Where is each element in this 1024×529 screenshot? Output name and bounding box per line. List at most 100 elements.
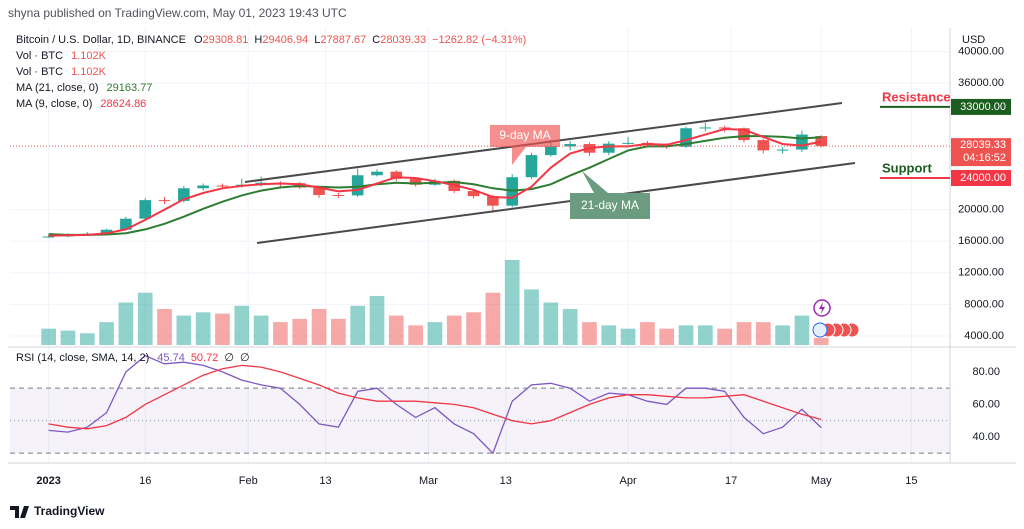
- x-tick-label: 13: [319, 475, 331, 487]
- channel-lower: [256, 162, 856, 244]
- candle-body: [100, 229, 113, 234]
- candle-body: [158, 200, 171, 202]
- open-value: 29308.81: [203, 34, 249, 46]
- rsi-line: [48, 364, 822, 430]
- volume-bar: [446, 315, 462, 345]
- x-tick-label: 13: [500, 475, 512, 487]
- event-icon-bolt: [819, 302, 825, 314]
- volume-value: 1.102K: [71, 66, 107, 78]
- candle-body: [390, 171, 403, 179]
- volume-bar: [717, 328, 732, 345]
- level-label: 33000.00: [960, 101, 1006, 113]
- y-tick-label: 36000.00: [958, 77, 1004, 89]
- legend-ma21: MA (21, close, 0) 29163.77: [16, 82, 152, 94]
- volume-bar: [292, 318, 308, 345]
- volume-bar: [234, 305, 250, 345]
- legend-main: Bitcoin / U.S. Dollar, 1D, BINANCE O29308…: [16, 34, 526, 46]
- rsi-tick-label: 60.00: [972, 398, 1000, 410]
- ohlc-label: O: [194, 34, 203, 46]
- rsi-band: [10, 387, 950, 454]
- x-tick-label: Mar: [419, 475, 438, 487]
- volume-bar: [775, 325, 790, 345]
- x-tick-label: 16: [139, 475, 151, 487]
- candle-body: [699, 127, 712, 129]
- callout-21ma: [570, 171, 650, 219]
- rsi-sma-value: 50.72: [191, 352, 219, 364]
- candle-body: [718, 127, 731, 129]
- footer-brand: TradingView: [34, 504, 105, 518]
- level-tag: [951, 98, 1011, 115]
- ma-line: [48, 135, 822, 236]
- level-name: Resistance: [882, 89, 951, 104]
- rsi-value: 45.74: [157, 352, 185, 364]
- rsi-title: RSI (14, close, SMA, 14, 2): [16, 352, 149, 364]
- rsi-tick-label: 80.00: [972, 366, 1000, 378]
- line-layer: [10, 127, 950, 455]
- tv-logo: [10, 506, 29, 518]
- rsi-tick-label: 40.00: [972, 431, 1000, 443]
- volume-bar: [176, 315, 192, 345]
- candle-body: [680, 128, 692, 147]
- candle-body: [815, 136, 828, 147]
- candle-body: [545, 146, 557, 156]
- ma-name: MA (21, close, 0): [16, 82, 99, 94]
- volume-bar: [466, 312, 481, 345]
- volume-bar: [118, 302, 134, 345]
- change-value: −1262.82 (−4.31%): [432, 34, 526, 46]
- volume-bar: [60, 330, 76, 345]
- last-price-label: 28039.33: [960, 139, 1006, 151]
- y-tick-label: 40000.00: [958, 46, 1004, 58]
- volume-bar: [524, 289, 539, 345]
- volume-bar: [388, 315, 404, 345]
- candle-body: [525, 155, 538, 178]
- volume-bar: [215, 313, 230, 345]
- candle-body: [602, 143, 615, 153]
- ohlc-label: C: [372, 34, 380, 46]
- flag-icons[interactable]: [812, 322, 860, 338]
- currency: USD: [962, 34, 985, 46]
- volume-bar: [794, 315, 810, 345]
- volume-bar: [350, 305, 366, 345]
- y-tick-label: 20000.00: [958, 204, 1004, 216]
- volume-bar: [504, 260, 520, 345]
- rsi-line: [48, 354, 822, 455]
- callout-9ma-text: 9-day MA: [499, 128, 550, 142]
- volume-bar: [736, 322, 752, 345]
- high-value: 29406.94: [262, 34, 308, 46]
- volume-bar: [601, 325, 617, 345]
- rsi-band-fill: [10, 388, 950, 454]
- close-value: 28039.33: [380, 34, 426, 46]
- volume-bar: [659, 328, 675, 345]
- low-value: 27887.67: [320, 34, 366, 46]
- axes: 2023 16 Feb 13 Mar 13 Apr 17 May 15 4000.00 8000.00…: [36, 46, 1011, 487]
- last-price-tag: [951, 138, 1011, 167]
- y-tick-label: 8000.00: [964, 298, 1004, 310]
- rsi-extra: ∅: [240, 352, 250, 364]
- legend-volume: Vol · BTC 1.102K: [16, 66, 107, 78]
- candle-body: [467, 191, 480, 197]
- candle-body: [776, 149, 789, 151]
- candle-body: [564, 144, 576, 147]
- volume-bar: [253, 315, 269, 345]
- volume-bar: [562, 309, 578, 345]
- level-tag: [951, 170, 1011, 187]
- countdown: 04:16:52: [963, 152, 1006, 164]
- x-tick-label: 2023: [36, 475, 60, 487]
- x-tick-label: 17: [725, 475, 737, 487]
- volume-bar: [331, 318, 346, 345]
- volume-bar: [755, 322, 771, 345]
- volume-bar: [408, 325, 423, 345]
- legend-rsi: RSI (14, close, SMA, 14, 2) 45.74 50.72 ∅ ∅: [16, 352, 250, 364]
- candle-body: [738, 128, 750, 141]
- candle-body: [622, 142, 634, 144]
- volume-bar: [195, 312, 211, 345]
- volume-bar: [620, 328, 636, 345]
- callout-21ma-text: 21-day MA: [581, 198, 639, 212]
- candle-body: [42, 236, 55, 238]
- candle-body: [487, 196, 499, 206]
- volume-value: 1.102K: [71, 50, 107, 62]
- volume-bar: [427, 322, 443, 345]
- ma-name: MA (9, close, 0): [16, 98, 92, 110]
- candle-body: [796, 134, 808, 150]
- volume-bar: [369, 295, 385, 345]
